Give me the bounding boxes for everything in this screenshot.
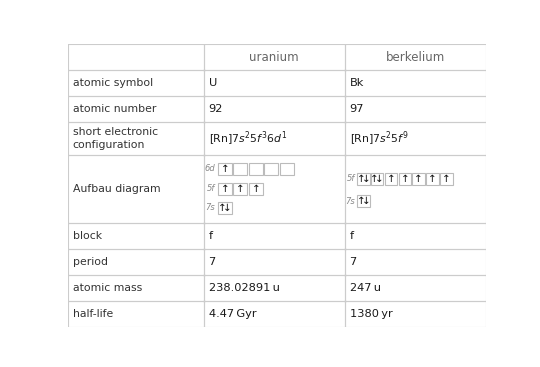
- Bar: [218, 163, 232, 175]
- Text: f: f: [349, 231, 354, 241]
- Text: berkelium: berkelium: [386, 51, 445, 63]
- Text: Bk: Bk: [349, 78, 364, 88]
- Text: 97: 97: [349, 104, 364, 114]
- Text: U: U: [208, 78, 217, 88]
- Text: uranium: uranium: [249, 51, 299, 63]
- Text: ↑: ↑: [401, 174, 409, 184]
- Bar: [218, 202, 232, 214]
- Bar: [357, 195, 370, 207]
- Text: block: block: [72, 231, 102, 241]
- Bar: [233, 163, 247, 175]
- Text: 7: 7: [208, 257, 216, 267]
- Text: f: f: [208, 231, 213, 241]
- Text: ↑: ↑: [220, 164, 230, 174]
- Text: ↑: ↑: [356, 174, 365, 184]
- Text: atomic mass: atomic mass: [72, 283, 142, 293]
- Text: $\mathrm{[Rn]7}s^{\mathrm{2}}\mathrm{5}f^{\mathrm{9}}$: $\mathrm{[Rn]7}s^{\mathrm{2}}\mathrm{5}f…: [349, 129, 408, 148]
- Text: ↑: ↑: [220, 184, 230, 194]
- Bar: [440, 173, 453, 185]
- Text: short electronic
configuration: short electronic configuration: [72, 127, 158, 150]
- Text: ↑: ↑: [252, 184, 260, 194]
- Text: ↑: ↑: [428, 174, 437, 184]
- Bar: [280, 163, 294, 175]
- Text: ↑: ↑: [442, 174, 450, 184]
- Text: 247 u: 247 u: [349, 283, 381, 293]
- Text: $\mathrm{[Rn]7}s^{\mathrm{2}}\mathrm{5}f^{\mathrm{3}}\mathrm{6}d^{\mathrm{1}}$: $\mathrm{[Rn]7}s^{\mathrm{2}}\mathrm{5}f…: [208, 129, 287, 148]
- Text: 4.47 Gyr: 4.47 Gyr: [208, 309, 256, 319]
- Text: 7: 7: [349, 257, 357, 267]
- Text: ↑: ↑: [356, 196, 365, 206]
- Text: ↑: ↑: [370, 174, 379, 184]
- Text: half-life: half-life: [72, 309, 113, 319]
- Text: ↑: ↑: [236, 184, 245, 194]
- Text: 238.02891 u: 238.02891 u: [208, 283, 279, 293]
- Text: 7s: 7s: [205, 203, 215, 212]
- Text: ↑: ↑: [218, 203, 227, 213]
- Text: ↓: ↓: [375, 174, 384, 184]
- Text: ↑: ↑: [414, 174, 423, 184]
- Bar: [413, 173, 425, 185]
- Text: period: period: [72, 257, 107, 267]
- Bar: [357, 173, 370, 185]
- Bar: [249, 183, 263, 195]
- Text: atomic number: atomic number: [72, 104, 156, 114]
- Text: ↓: ↓: [361, 174, 370, 184]
- Text: 5f: 5f: [347, 174, 355, 183]
- Bar: [384, 173, 397, 185]
- Bar: [371, 173, 383, 185]
- Text: 92: 92: [208, 104, 223, 114]
- Text: atomic symbol: atomic symbol: [72, 78, 153, 88]
- Text: ↓: ↓: [223, 203, 232, 213]
- Bar: [218, 183, 232, 195]
- Text: ↓: ↓: [361, 196, 370, 206]
- Bar: [399, 173, 411, 185]
- Text: 1380 yr: 1380 yr: [349, 309, 393, 319]
- Bar: [249, 163, 263, 175]
- Bar: [233, 183, 247, 195]
- Text: ↑: ↑: [387, 174, 395, 184]
- Text: Aufbau diagram: Aufbau diagram: [72, 184, 160, 194]
- Text: 6d: 6d: [204, 164, 215, 173]
- Text: 5f: 5f: [206, 185, 215, 193]
- Bar: [426, 173, 438, 185]
- Text: 7s: 7s: [345, 197, 355, 206]
- Bar: [264, 163, 279, 175]
